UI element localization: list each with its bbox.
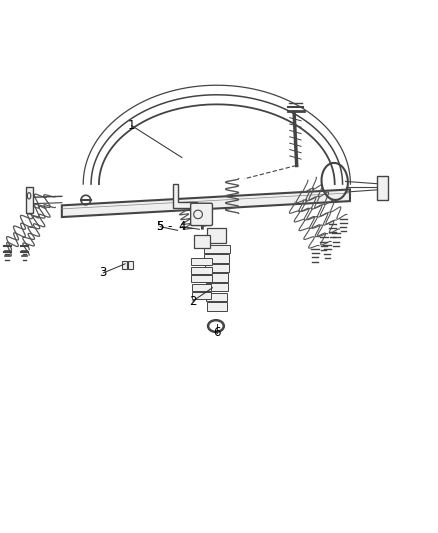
FancyBboxPatch shape (192, 284, 211, 291)
FancyBboxPatch shape (206, 283, 228, 292)
FancyBboxPatch shape (191, 258, 212, 265)
FancyBboxPatch shape (206, 293, 227, 301)
Polygon shape (173, 184, 197, 208)
Polygon shape (62, 189, 350, 217)
FancyBboxPatch shape (191, 266, 212, 274)
Text: 2: 2 (189, 295, 197, 308)
FancyBboxPatch shape (378, 176, 388, 199)
Text: 5: 5 (156, 220, 164, 233)
FancyBboxPatch shape (192, 292, 211, 300)
FancyBboxPatch shape (194, 235, 210, 248)
FancyBboxPatch shape (205, 264, 229, 272)
FancyBboxPatch shape (128, 261, 134, 269)
FancyBboxPatch shape (204, 254, 230, 263)
FancyBboxPatch shape (204, 245, 230, 253)
Text: 6: 6 (213, 326, 221, 340)
FancyBboxPatch shape (191, 203, 212, 225)
Text: 3: 3 (99, 266, 107, 279)
FancyBboxPatch shape (207, 302, 227, 311)
FancyBboxPatch shape (191, 275, 212, 282)
Text: -: - (167, 220, 172, 233)
FancyBboxPatch shape (122, 261, 127, 269)
Text: 1: 1 (128, 119, 135, 132)
Text: 4: 4 (178, 220, 186, 233)
FancyBboxPatch shape (205, 273, 228, 282)
FancyBboxPatch shape (207, 228, 226, 243)
FancyBboxPatch shape (25, 187, 32, 213)
Text: 5: 5 (156, 220, 164, 233)
